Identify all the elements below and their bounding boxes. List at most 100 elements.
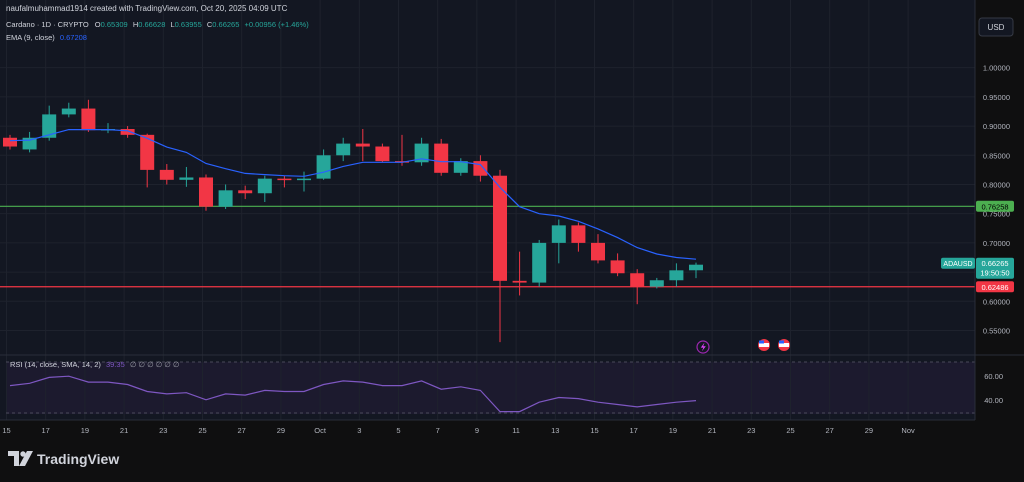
- author-line: naufalmuhammad1914 created with TradingV…: [6, 4, 288, 13]
- symbol-badge-label: ADAUSD: [943, 261, 972, 268]
- candle-down: [277, 175, 292, 188]
- candle-up: [669, 263, 684, 287]
- rsi-tick-label: 60.00: [984, 372, 1003, 381]
- low-value: 0.63955: [175, 20, 202, 29]
- us-flag-icon[interactable]: [758, 339, 770, 351]
- rsi-axis[interactable]: 40.00 60.00: [984, 372, 1003, 405]
- tradingview-logo[interactable]: TradingView: [8, 451, 119, 467]
- candle-body: [120, 129, 135, 135]
- last-price-value: 0.66265: [981, 259, 1008, 268]
- rsi-tick-label: 40.00: [984, 396, 1003, 405]
- candle-down: [355, 129, 370, 162]
- countdown-value: 19:50:50: [980, 269, 1009, 278]
- candle-body: [434, 143, 449, 173]
- close-value: 0.66265: [212, 20, 239, 29]
- rsi-legend-value: 39.35: [106, 360, 125, 369]
- ema-legend-label: EMA (9, close): [6, 33, 55, 42]
- candle-up: [218, 184, 233, 210]
- time-tick-label: 17: [630, 426, 638, 435]
- rsi-band: [6, 362, 975, 414]
- candle-body: [199, 177, 213, 207]
- open-label: O: [95, 20, 101, 29]
- candle-down: [199, 174, 213, 211]
- time-tick-label: 25: [786, 426, 794, 435]
- us-flag-icon[interactable]: [778, 339, 790, 351]
- time-tick-label: 29: [277, 426, 285, 435]
- currency-button[interactable]: [978, 17, 1014, 37]
- candle-body: [355, 143, 370, 147]
- candle-body: [61, 108, 76, 115]
- candle-down: [140, 133, 155, 188]
- price-tick-label: 0.95000: [983, 93, 1010, 102]
- candle-up: [689, 262, 703, 279]
- candle-body: [532, 242, 547, 283]
- time-tick-label: 27: [826, 426, 834, 435]
- ema-line: [9, 129, 697, 260]
- time-axis[interactable]: 15 17 19 21 23 25 27 29 Oct 3 5 7 9 11 13 15 17 19 21 23 25 2…: [2, 426, 915, 435]
- candle-down: [238, 185, 253, 200]
- candle-down: [591, 234, 605, 264]
- time-tick-label: 29: [865, 426, 873, 435]
- candle-up: [179, 166, 194, 187]
- close-label: C: [207, 20, 213, 29]
- time-tick-label: 23: [159, 426, 167, 435]
- candle-down: [81, 99, 96, 132]
- time-tick-label: 21: [120, 426, 128, 435]
- candle-body: [551, 225, 566, 243]
- change-value: +0.00956 (+1.46%): [245, 20, 310, 29]
- candle-body: [81, 108, 96, 131]
- brand-name: TradingView: [37, 451, 119, 467]
- candle-body: [257, 178, 272, 194]
- candle-up: [22, 131, 37, 153]
- lightning-icon[interactable]: [696, 340, 710, 354]
- time-tick-label: 15: [2, 426, 10, 435]
- support-badge-value: 0.62486: [981, 283, 1008, 292]
- last-price-badge: [976, 257, 1014, 279]
- candle-body: [375, 146, 390, 162]
- candle-body: [159, 169, 174, 180]
- time-tick-label: 25: [198, 426, 206, 435]
- candle-body: [238, 190, 253, 194]
- time-tick-label: 17: [42, 426, 50, 435]
- plot-background: [0, 0, 975, 420]
- support-badge: [976, 281, 1014, 293]
- candle-body: [3, 137, 17, 147]
- candle-body: [591, 242, 605, 261]
- candle-up: [336, 137, 351, 162]
- candle-body: [297, 178, 311, 181]
- candle-body: [277, 178, 292, 181]
- symbol-label: Cardano · 1D · CRYPTO: [6, 20, 89, 29]
- candle-down: [630, 269, 645, 305]
- resistance-badge-value: 0.76258: [981, 202, 1008, 211]
- candle-body: [179, 177, 194, 180]
- time-tick-label: 23: [747, 426, 755, 435]
- horizontal-lines: [0, 205, 975, 288]
- time-tick-label: 21: [708, 426, 716, 435]
- rsi-legend-placeholders: ∅ ∅ ∅ ∅ ∅ ∅: [130, 360, 180, 369]
- ema-legend: EMA (9, close) 0.67208: [6, 33, 87, 42]
- currency-label: USD: [988, 23, 1005, 32]
- time-tick-label: 13: [551, 426, 559, 435]
- candle-body: [571, 225, 586, 243]
- candle-body: [630, 273, 645, 287]
- candle-up: [551, 219, 566, 264]
- time-tick-label: Nov: [901, 426, 915, 435]
- rsi-legend-label: RSI (14, close, SMA, 14, 2): [10, 360, 101, 369]
- candle-down: [434, 138, 449, 176]
- high-label: H: [133, 20, 138, 29]
- time-tick-label: 7: [436, 426, 440, 435]
- time-tick-label: 15: [590, 426, 598, 435]
- candle-down: [375, 143, 390, 163]
- candlestick-series[interactable]: [3, 99, 703, 343]
- candle-body: [512, 280, 527, 283]
- time-tick-label: 11: [512, 426, 520, 435]
- candle-body: [669, 270, 684, 281]
- candle-up: [297, 171, 311, 192]
- price-tick-label: 0.75000: [983, 210, 1010, 219]
- price-tick-label: 0.85000: [983, 151, 1010, 160]
- grid: [0, 0, 975, 420]
- candle-body: [610, 260, 625, 274]
- time-tick-label: 3: [357, 426, 361, 435]
- price-tick-label: 1.00000: [983, 64, 1010, 73]
- ohlc-legend: Cardano · 1D · CRYPTO O0.65309 H0.66628 …: [6, 20, 309, 29]
